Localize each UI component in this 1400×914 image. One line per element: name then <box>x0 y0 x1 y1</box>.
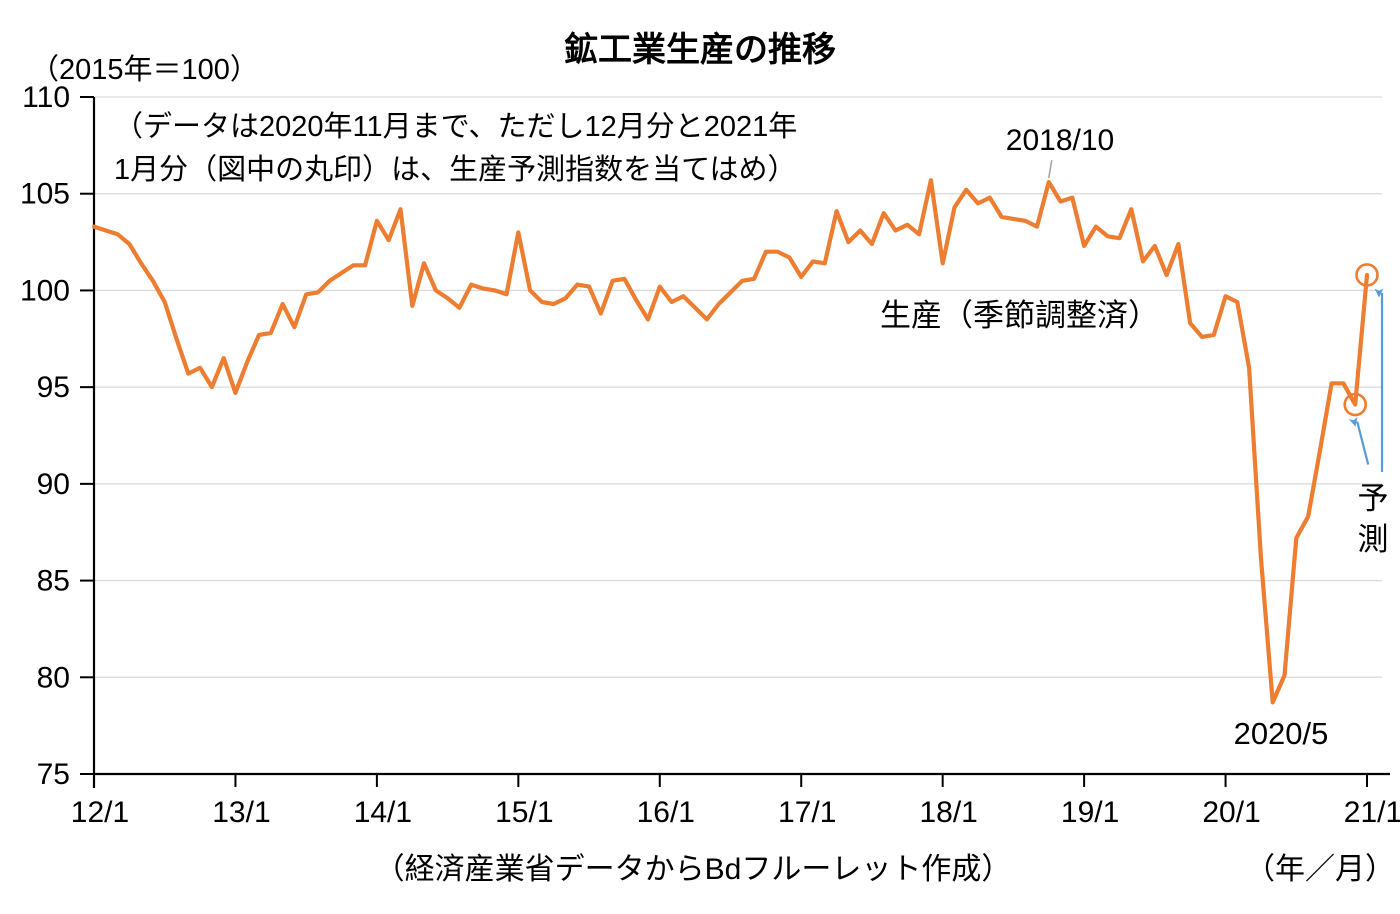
production-line <box>91 178 1370 705</box>
y-tick-label-110: 110 <box>22 81 70 114</box>
trough-callout-label: 2020/5 <box>1233 716 1329 751</box>
y-tick-label-80: 80 <box>37 661 70 694</box>
x-tick-label-12/1: 12/1 <box>71 796 129 829</box>
x-tick-label-20/1: 20/1 <box>1202 796 1260 829</box>
x-tick-label-19/1: 19/1 <box>1061 796 1119 829</box>
forecast-callout-label: 予測 <box>1357 481 1389 557</box>
x-axis-caption: （年／月） <box>1245 853 1395 886</box>
production-series-line <box>91 178 1370 705</box>
forecast-circles <box>1343 263 1379 417</box>
y-tick-label-90: 90 <box>37 468 70 501</box>
x-tick-label-21/1: 21/1 <box>1344 796 1400 829</box>
annotation-arrows <box>1047 159 1384 472</box>
y-axis-unit-label: （2015年＝100） <box>30 54 259 86</box>
y-tick-label-75: 75 <box>37 758 70 791</box>
x-tick-label-15/1: 15/1 <box>495 796 553 829</box>
x-tick-label-14/1: 14/1 <box>354 796 412 829</box>
y-tick-label-85: 85 <box>37 565 70 598</box>
x-tick-label-18/1: 18/1 <box>919 796 977 829</box>
peak-leader-line <box>1047 159 1053 179</box>
x-tick-label-16/1: 16/1 <box>637 796 695 829</box>
forecast-circle-2020-12 <box>1343 392 1368 417</box>
series-label: 生産（季節調整済） <box>880 298 1159 333</box>
x-tick-label-17/1: 17/1 <box>778 796 836 829</box>
x-tick-label-13/1: 13/1 <box>212 796 270 829</box>
y-tick-label-95: 95 <box>37 371 70 404</box>
axis-tick-labels: 75 80 85 90 95 100 105 110 12/1 13/1 14/1 15/1 16/1 1… <box>20 81 1400 829</box>
axes <box>80 96 1390 788</box>
forecast-arrow-short <box>1348 416 1370 465</box>
source-caption: （経済産業省データからBdフルーレット作成） <box>374 853 1012 886</box>
peak-callout-label: 2018/10 <box>1005 124 1115 157</box>
chart-title: 鉱工業生産の推移 <box>564 31 836 69</box>
data-note-line2: 1月分（図中の丸印）は、生産予測指数を当てはめ） <box>114 154 797 186</box>
y-tick-label-100: 100 <box>20 274 70 307</box>
gridlines <box>94 96 1382 678</box>
data-note-line1: （データは2020年11月まで、ただし12月分と2021年 <box>114 111 798 143</box>
forecast-circle-2021-1 <box>1355 263 1379 287</box>
data-note: （データは2020年11月まで、ただし12月分と2021年 1月分（図中の丸印）… <box>114 106 797 192</box>
y-tick-label-105: 105 <box>20 178 70 211</box>
